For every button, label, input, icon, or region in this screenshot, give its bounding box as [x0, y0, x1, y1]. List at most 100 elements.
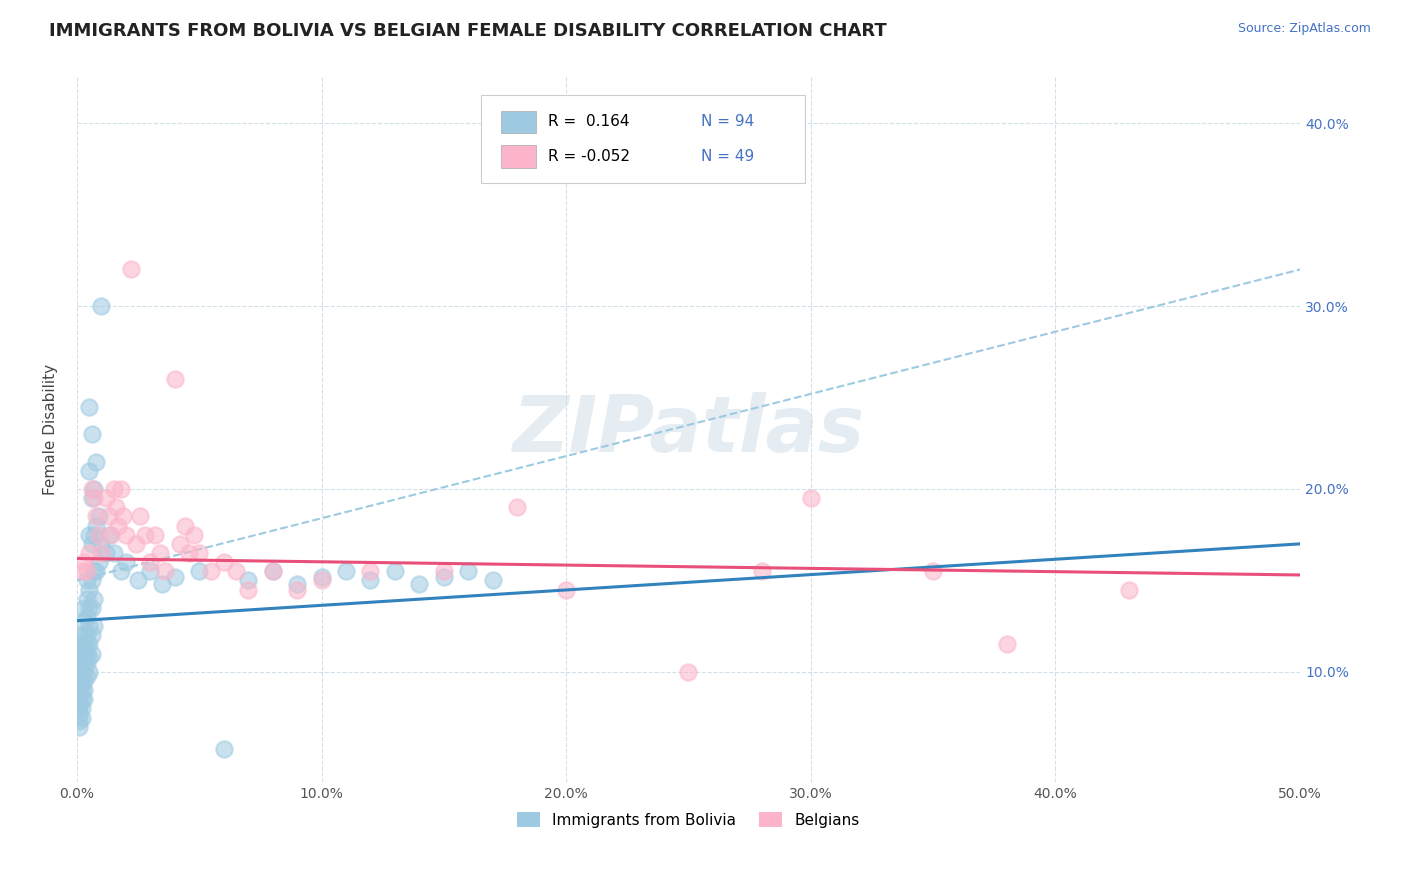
Point — [73, 628, 96, 642]
Point — [67, 698, 90, 712]
Point — [90, 299, 112, 313]
Point — [67, 681, 90, 696]
Point — [77, 619, 100, 633]
Point — [86, 518, 108, 533]
Point — [70, 656, 93, 670]
Point — [110, 482, 132, 496]
Point — [163, 570, 186, 584]
Point — [87, 509, 110, 524]
Point — [80, 537, 103, 551]
Point — [77, 582, 100, 597]
Point — [236, 582, 259, 597]
Point — [173, 518, 195, 533]
Point — [70, 647, 93, 661]
Point — [262, 564, 284, 578]
Point — [67, 703, 90, 717]
Point — [481, 574, 503, 588]
Point — [77, 665, 100, 679]
Point — [152, 577, 174, 591]
Point — [408, 577, 430, 591]
Point — [73, 555, 96, 569]
Point — [67, 648, 90, 663]
Point — [103, 482, 125, 496]
Point — [80, 628, 103, 642]
Point — [114, 555, 136, 569]
Point — [67, 643, 90, 657]
Y-axis label: Female Disability: Female Disability — [44, 364, 58, 495]
Point — [97, 509, 120, 524]
Bar — [502, 145, 536, 168]
Point — [73, 656, 96, 670]
Point — [751, 564, 773, 578]
Point — [67, 720, 90, 734]
Point — [76, 668, 98, 682]
Point — [1118, 582, 1140, 597]
Point — [995, 638, 1018, 652]
Point — [183, 527, 205, 541]
Point — [433, 570, 456, 584]
Legend: Immigrants from Bolivia, Belgians: Immigrants from Bolivia, Belgians — [512, 805, 866, 834]
Point — [77, 464, 100, 478]
Point — [76, 574, 98, 588]
Point — [169, 537, 191, 551]
Point — [67, 665, 90, 679]
Point — [76, 638, 98, 652]
Point — [73, 692, 96, 706]
Text: N = 94: N = 94 — [700, 114, 754, 129]
Point — [110, 564, 132, 578]
Point — [112, 509, 135, 524]
Point — [83, 482, 105, 496]
Point — [70, 692, 93, 706]
Text: R =  0.164: R = 0.164 — [548, 114, 630, 129]
Point — [96, 546, 118, 560]
Point — [77, 400, 100, 414]
Point — [143, 527, 166, 541]
Point — [139, 555, 162, 569]
Point — [236, 574, 259, 588]
Point — [83, 591, 105, 606]
Point — [76, 610, 98, 624]
Point — [262, 564, 284, 578]
Point — [311, 570, 333, 584]
Point — [83, 491, 105, 505]
Point — [80, 574, 103, 588]
Point — [67, 708, 90, 723]
Point — [86, 454, 108, 468]
Point — [73, 638, 96, 652]
Point — [76, 591, 98, 606]
Point — [90, 546, 112, 560]
Point — [67, 692, 90, 706]
Point — [188, 546, 211, 560]
Point — [285, 577, 308, 591]
Point — [359, 564, 381, 578]
Point — [120, 262, 142, 277]
Point — [922, 564, 945, 578]
Point — [70, 564, 93, 578]
Point — [134, 527, 156, 541]
Point — [73, 665, 96, 679]
Point — [285, 582, 308, 597]
Point — [457, 564, 479, 578]
Point — [83, 619, 105, 633]
Point — [107, 518, 129, 533]
Point — [73, 600, 96, 615]
Point — [100, 527, 122, 541]
Point — [96, 491, 118, 505]
Point — [200, 564, 222, 578]
Point — [114, 527, 136, 541]
Point — [149, 546, 172, 560]
Point — [67, 676, 90, 690]
Point — [77, 546, 100, 560]
Point — [70, 711, 93, 725]
Point — [311, 574, 333, 588]
Point — [127, 574, 149, 588]
Point — [153, 564, 176, 578]
Point — [77, 650, 100, 665]
Point — [163, 372, 186, 386]
Point — [212, 741, 235, 756]
Point — [67, 638, 90, 652]
Point — [70, 638, 93, 652]
Point — [87, 527, 110, 541]
Point — [225, 564, 247, 578]
Point — [77, 527, 100, 541]
